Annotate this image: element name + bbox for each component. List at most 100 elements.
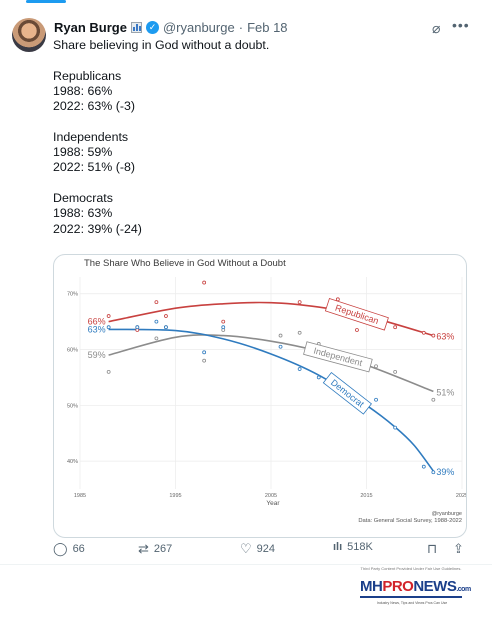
tweet-line: Independents xyxy=(53,129,129,144)
author-handle[interactable]: @ryanburge xyxy=(162,19,235,35)
grok-icon[interactable]: ⌀ xyxy=(432,20,441,36)
democrat-data-point xyxy=(202,350,207,355)
independent-data-point xyxy=(154,336,159,341)
democrat-data-point xyxy=(316,375,321,380)
republican-data-point xyxy=(297,300,302,305)
reply-count: 66 xyxy=(72,543,85,555)
like-icon: ♡ xyxy=(240,541,252,556)
retweet-icon: ⇄ xyxy=(138,541,149,556)
democrat-start-label: 63% xyxy=(88,324,106,334)
y-tick-label: 70% xyxy=(67,292,78,298)
republican-data-point xyxy=(421,330,426,335)
republican-series-tag: Republican xyxy=(324,298,389,331)
republican-data-point xyxy=(202,280,207,285)
democrat-data-point xyxy=(431,470,436,475)
independent-data-point xyxy=(278,333,283,338)
share-icon: ⇪ xyxy=(453,541,464,556)
separator: · xyxy=(238,19,244,35)
independent-data-point xyxy=(431,397,436,402)
reply-button[interactable]: ◯ 66 xyxy=(53,541,85,557)
independent-start-label: 59% xyxy=(88,350,106,360)
like-count: 924 xyxy=(256,543,276,555)
independent-series-tag: Independent xyxy=(303,341,373,373)
more-icon[interactable]: ••• xyxy=(452,17,470,33)
retweet-count: 267 xyxy=(153,543,173,555)
logo-mark: MHPRONEWS.com xyxy=(360,578,471,598)
logo-tagline: Industry News, Tips and Views Pros Can U… xyxy=(376,601,448,605)
republican-start-label: 66% xyxy=(88,317,106,327)
x-tick-label: 2025 xyxy=(456,493,467,499)
avatar[interactable] xyxy=(12,18,46,52)
top-bar xyxy=(0,0,492,8)
tweet-text: Share believing in God without a doubt. R… xyxy=(53,38,473,237)
views-icon: ılı xyxy=(333,541,343,553)
tweet-line: 2022: 39% (-24) xyxy=(53,221,142,236)
independent-data-point xyxy=(393,369,398,374)
credit-handle: @ryanburge xyxy=(432,511,462,517)
bookmark-button[interactable]: ⊓ xyxy=(427,541,437,557)
tweet-line: Share believing in God without a doubt. xyxy=(53,38,270,52)
views-button[interactable]: ılı 518K xyxy=(333,541,373,553)
republican-data-point xyxy=(355,328,359,332)
y-tick-label: 40% xyxy=(67,459,78,465)
tweet-header: Ryan Burge ✓ @ryanburge · Feb 18 xyxy=(54,18,474,36)
tweet-line: Democrats xyxy=(53,190,113,205)
y-tick-label: 60% xyxy=(67,348,78,354)
x-tick-label: 2005 xyxy=(265,493,277,499)
republican-data-point xyxy=(393,325,398,330)
fair-use-disclaimer: Third Party Content Provided Under Fair … xyxy=(360,566,462,571)
democrat-trend-line xyxy=(108,328,435,472)
chart-title: The Share Who Believe in God Without a D… xyxy=(84,258,286,269)
tweet-date[interactable]: Feb 18 xyxy=(247,19,288,35)
author-name[interactable]: Ryan Burge xyxy=(54,19,127,35)
democrat-data-point xyxy=(278,344,283,349)
tweet[interactable]: Ryan Burge ✓ @ryanburge · Feb 18 ⌀ ••• S… xyxy=(0,8,492,568)
independent-data-point xyxy=(106,369,111,374)
bar-chart-emoji-icon xyxy=(130,21,142,33)
democrat-data-point xyxy=(135,325,140,330)
logo-mh: MH xyxy=(360,578,383,595)
tweet-line: 2022: 63% (-3) xyxy=(53,99,135,114)
democrat-data-point xyxy=(154,319,159,324)
views-count: 518K xyxy=(347,541,373,553)
chart-image[interactable]: The Share Who Believe in God Without a D… xyxy=(53,254,467,538)
tweet-line: 1988: 59% xyxy=(53,145,113,160)
tweet-actions: ◯ 66 ⇄ 267 ♡ 924 ılı 518K ⊓ ⇪ xyxy=(53,541,473,561)
reply-icon: ◯ xyxy=(53,541,68,556)
republican-data-point xyxy=(221,319,226,324)
tweet-blank-line xyxy=(53,114,473,129)
republican-data-point xyxy=(154,300,159,305)
tab-indicator xyxy=(26,0,66,3)
democrat-series-name: Democrat xyxy=(329,377,366,409)
divider xyxy=(0,564,492,565)
tweet-line: 2022: 51% (-8) xyxy=(53,160,135,175)
like-button[interactable]: ♡ 924 xyxy=(240,541,275,557)
logo-pro: PRO xyxy=(382,578,414,595)
tweet-blank-line xyxy=(53,53,473,68)
mhpronews-logo: Third Party Content Provided Under Fair … xyxy=(352,566,471,612)
republican-data-point xyxy=(431,333,436,338)
democrat-data-point xyxy=(106,325,111,330)
x-tick-label: 2015 xyxy=(360,493,372,499)
democrat-end-label: 39% xyxy=(436,467,454,477)
democrat-series-tag: Democrat xyxy=(322,371,372,415)
republican-data-point xyxy=(335,297,340,302)
source-note: Data: General Social Survey, 1988-2022 xyxy=(358,518,462,524)
chart-svg: The Share Who Believe in God Without a D… xyxy=(67,258,467,524)
share-button[interactable]: ⇪ xyxy=(453,541,464,557)
republican-series-tag-box xyxy=(324,298,389,331)
democrat-series-tag-box xyxy=(322,371,372,415)
tweet-blank-line xyxy=(53,176,473,191)
y-tick-label: 50% xyxy=(67,403,78,409)
democrat-data-point xyxy=(221,325,226,330)
independent-end-label: 51% xyxy=(436,387,454,397)
x-tick-label: 1985 xyxy=(74,493,86,499)
logo-dom: .com xyxy=(456,586,471,593)
independent-series-tag-box xyxy=(303,341,373,373)
bookmark-icon: ⊓ xyxy=(427,541,438,556)
democrat-data-point xyxy=(393,425,398,430)
retweet-button[interactable]: ⇄ 267 xyxy=(138,541,172,557)
tweet-line: Republicans xyxy=(53,68,122,83)
independent-data-point xyxy=(202,358,207,363)
republican-data-point xyxy=(164,314,168,318)
